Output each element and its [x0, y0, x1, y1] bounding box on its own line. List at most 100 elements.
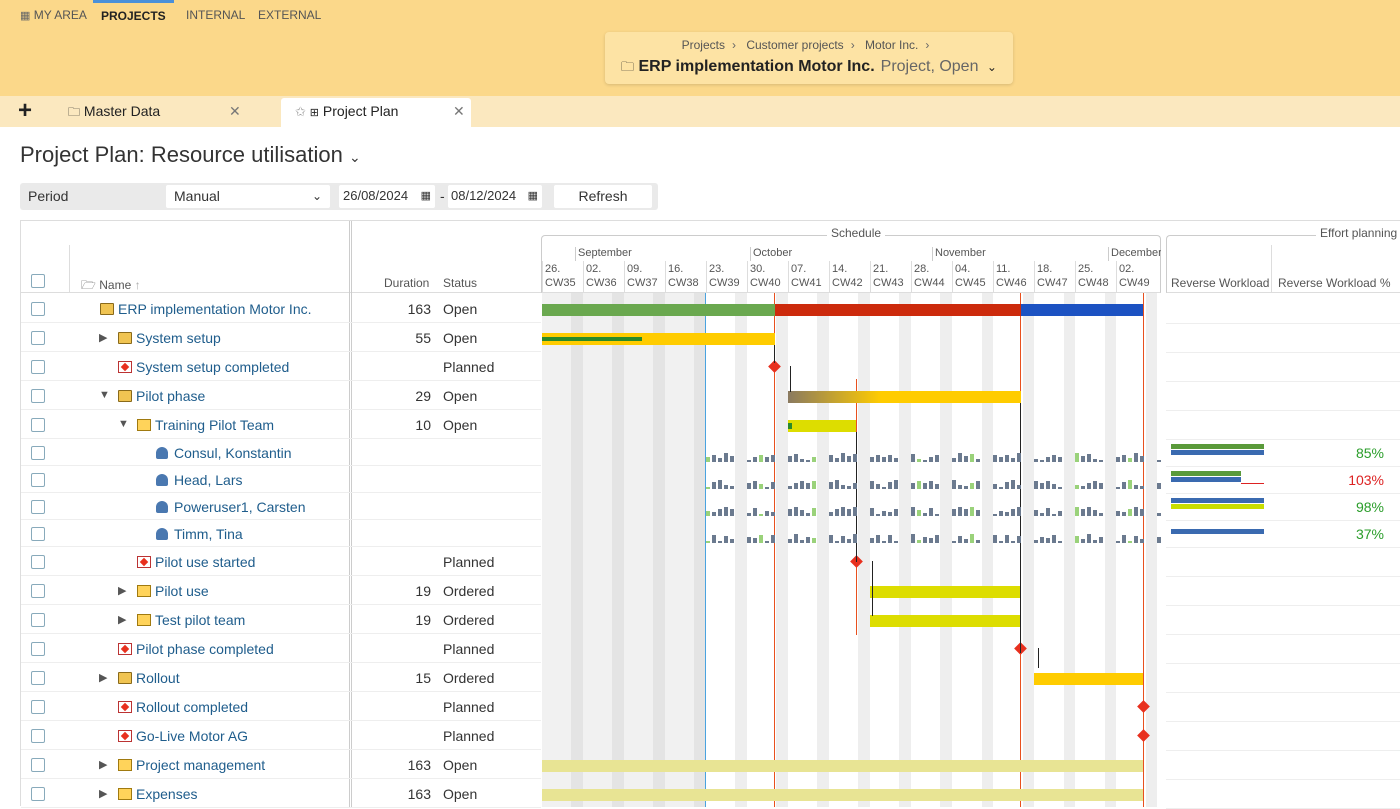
row-name[interactable]: Pilot phase [136, 388, 206, 404]
utilisation-bar [799, 459, 804, 462]
row-name[interactable]: Timm, Tina [174, 526, 243, 542]
row-name[interactable]: ERP implementation Motor Inc. [118, 301, 312, 317]
select-all-checkbox[interactable] [31, 274, 45, 288]
row-checkbox[interactable] [31, 613, 45, 627]
tab-project-plan[interactable]: ✩ ⊞ Project Plan ✕ [281, 98, 471, 127]
row-checkbox[interactable] [31, 302, 45, 316]
close-icon[interactable]: ✕ [229, 103, 241, 119]
row-checkbox[interactable] [31, 787, 45, 801]
table-row[interactable]: Go-Live Motor AG Planned [21, 721, 541, 750]
task-icon [137, 614, 151, 626]
nav-internal[interactable]: INTERNAL [186, 8, 246, 22]
row-name[interactable]: Project management [136, 757, 266, 773]
collapse-icon[interactable]: ▼ [118, 418, 129, 430]
table-row[interactable]: ▼ Training Pilot Team 10 Open [21, 410, 541, 439]
row-name[interactable]: Poweruser1, Carsten [174, 499, 306, 515]
row-checkbox[interactable] [31, 446, 45, 460]
row-checkbox[interactable] [31, 555, 45, 569]
row-name[interactable]: Pilot use [155, 583, 209, 599]
expand-icon[interactable]: ▶ [99, 759, 108, 771]
row-checkbox[interactable] [31, 500, 45, 514]
row-name[interactable]: Rollout [136, 670, 180, 686]
utilisation-bar [1057, 457, 1062, 462]
table-row[interactable]: ERP implementation Motor Inc. 163 Open [21, 294, 541, 323]
table-row[interactable]: ▶ Expenses 163 Open [21, 779, 541, 808]
column-header-status[interactable]: Status [443, 276, 478, 290]
row-checkbox[interactable] [31, 729, 45, 743]
row-name[interactable]: Go-Live Motor AG [136, 728, 249, 744]
table-row[interactable]: ▶ Pilot use 19 Ordered [21, 576, 541, 605]
chevron-down-icon: ⌄ [348, 149, 361, 165]
weekend-shade [1104, 293, 1111, 807]
row-checkbox[interactable] [31, 700, 45, 714]
row-checkbox[interactable] [31, 331, 45, 345]
row-checkbox[interactable] [31, 418, 45, 432]
utilisation-bar [770, 512, 775, 516]
page-title[interactable]: Project Plan: Resource utilisation ⌄ [20, 142, 361, 168]
table-row[interactable]: Timm, Tina [21, 520, 541, 547]
row-name[interactable]: Consul, Konstantin [174, 445, 292, 461]
row-checkbox[interactable] [31, 389, 45, 403]
row-checkbox[interactable] [31, 360, 45, 374]
table-row[interactable]: ▶ System setup 55 Open [21, 323, 541, 352]
row-name[interactable]: Head, Lars [174, 472, 243, 488]
expand-icon[interactable]: ▶ [118, 585, 127, 597]
column-header-name[interactable]: 🗁 Name ↑ [81, 276, 141, 297]
table-row[interactable]: System setup completed Planned [21, 352, 541, 381]
table-row[interactable]: ▶ Project management 163 Open [21, 750, 541, 779]
refresh-button[interactable]: Refresh [554, 185, 652, 208]
date-from-input[interactable]: 26/08/2024 ▦ [339, 185, 435, 208]
table-row[interactable]: Poweruser1, Carsten [21, 493, 541, 520]
project-selector[interactable]: 🗀 ERP implementation Motor Inc. Project, … [621, 58, 997, 80]
row-name[interactable]: Pilot use started [155, 554, 256, 570]
date-to-input[interactable]: 08/12/2024 ▦ [448, 185, 542, 208]
expand-icon[interactable]: ▶ [99, 672, 108, 684]
table-row[interactable]: Rollout completed Planned [21, 692, 541, 721]
table-row[interactable]: ▶ Rollout 15 Ordered [21, 663, 541, 692]
table-row[interactable]: Head, Lars [21, 466, 541, 493]
row-name[interactable]: System setup completed [136, 359, 290, 375]
nav-my-area[interactable]: ▦ MY AREA [20, 0, 87, 30]
column-resize-handle[interactable] [349, 221, 352, 807]
row-name[interactable]: Test pilot team [155, 612, 246, 628]
row-checkbox[interactable] [31, 642, 45, 656]
column-header-duration[interactable]: Duration [384, 276, 430, 290]
row-checkbox[interactable] [31, 527, 45, 541]
tab-master-data[interactable]: 🗀 Master Data ✕ [54, 98, 254, 127]
add-tab-button[interactable]: + [18, 97, 33, 124]
breadcrumb-item[interactable]: Projects [681, 38, 725, 52]
row-status: Ordered [443, 670, 495, 686]
month-label: November [935, 247, 986, 259]
row-name[interactable]: Expenses [136, 786, 198, 802]
breadcrumb-item[interactable]: Customer projects [746, 38, 844, 52]
table-row[interactable]: ▼ Pilot phase 29 Open [21, 381, 541, 410]
nav-external[interactable]: EXTERNAL [258, 8, 322, 22]
close-icon[interactable]: ✕ [453, 103, 465, 119]
weekend-shade [659, 293, 666, 807]
table-row[interactable]: Consul, Konstantin [21, 439, 541, 466]
nav-projects[interactable]: PROJECTS [93, 0, 174, 30]
row-checkbox[interactable] [31, 671, 45, 685]
utilisation-bar [770, 482, 775, 489]
week-date-label: 30. [750, 263, 766, 275]
row-name[interactable]: System setup [136, 330, 221, 346]
row-name[interactable]: Pilot phase completed [136, 641, 274, 657]
breadcrumb-item[interactable]: Motor Inc. [865, 38, 919, 52]
row-checkbox[interactable] [31, 584, 45, 598]
table-row[interactable]: ▶ Test pilot team 19 Ordered [21, 605, 541, 634]
utilisation-bar [829, 482, 834, 489]
column-header-reverse-workload-pct[interactable]: Reverse Workload % [1278, 276, 1391, 290]
table-row[interactable]: Pilot use started Planned [21, 547, 541, 576]
column-header-reverse-workload[interactable]: Reverse Workload [1171, 276, 1270, 290]
row-name[interactable]: Rollout completed [136, 699, 249, 715]
expand-icon[interactable]: ▶ [99, 332, 108, 344]
row-checkbox[interactable] [31, 473, 45, 487]
collapse-icon[interactable]: ▼ [99, 389, 110, 401]
row-checkbox[interactable] [31, 758, 45, 772]
table-row[interactable]: Pilot phase completed Planned [21, 634, 541, 663]
expand-icon[interactable]: ▶ [118, 614, 127, 626]
row-name[interactable]: Training Pilot Team [155, 417, 275, 433]
row-status: Open [443, 301, 478, 317]
expand-icon[interactable]: ▶ [99, 788, 108, 800]
period-select[interactable]: Manual ⌄ [166, 185, 330, 208]
